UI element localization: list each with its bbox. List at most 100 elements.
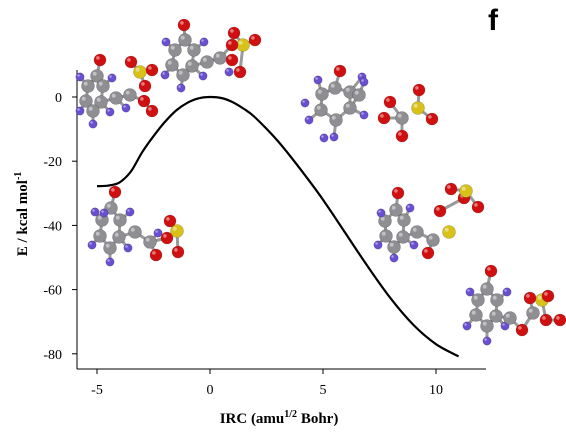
hydrogen-atom <box>329 132 339 142</box>
atom-highlight <box>428 115 432 119</box>
hydrogen-atom <box>121 103 131 113</box>
atom-highlight <box>399 215 404 220</box>
atom-highlight <box>556 316 560 320</box>
atom-highlight <box>492 295 497 300</box>
oxygen-atom <box>553 313 566 327</box>
atom-highlight <box>101 210 104 213</box>
oxygen-atom <box>471 200 485 214</box>
atom-highlight <box>428 235 433 240</box>
oxygen-atom <box>124 55 138 69</box>
atom-highlight <box>141 82 145 86</box>
carbon-atom <box>128 225 142 239</box>
carbon-atom <box>352 88 366 102</box>
atom-highlight <box>317 89 322 94</box>
hydrogen-atom <box>160 70 170 80</box>
atom-highlight <box>115 215 120 220</box>
hydrogen-atom <box>465 287 475 297</box>
hydrogen-atom <box>75 106 85 116</box>
y-axis-label: E / kcal mol-1 <box>13 172 31 257</box>
oxygen-atom <box>412 83 426 97</box>
carbon-atom <box>426 233 440 247</box>
hydrogen-atom <box>304 115 314 125</box>
oxygen-atom <box>444 182 458 196</box>
oxygen-atom <box>137 94 151 108</box>
carbon-atom <box>213 51 227 65</box>
sulfur-atom <box>411 101 425 115</box>
oxygen-atom <box>138 79 152 93</box>
hydrogen-atom <box>300 98 310 108</box>
carbon-atom <box>185 59 199 73</box>
atom-highlight <box>397 113 402 118</box>
oxygen-atom <box>539 313 553 327</box>
x-axis-label: IRC (amu1/2 Bohr) <box>220 409 339 427</box>
atom-highlight <box>461 186 466 191</box>
hydrogen-atom <box>313 75 323 85</box>
atom-highlight <box>127 209 130 212</box>
carbon-atom <box>314 103 328 117</box>
molecule-product-complex <box>462 264 566 346</box>
carbon-atom <box>200 55 214 69</box>
sulfur-atom <box>442 225 456 239</box>
atom-highlight <box>189 45 194 50</box>
oxygen-atom <box>433 204 447 218</box>
hydrogen-atom <box>153 228 163 238</box>
atom-highlight <box>83 81 88 86</box>
y-tick-label: 0 <box>55 91 62 106</box>
hydrogen-atom <box>123 243 133 253</box>
hydrogen-atom <box>373 240 383 250</box>
atom-highlight <box>88 106 93 111</box>
atom-highlight <box>386 98 390 102</box>
atom-highlight <box>178 70 183 75</box>
oxygen-atom <box>383 95 397 109</box>
atom-highlight <box>330 83 335 88</box>
atom-highlight <box>148 66 152 70</box>
hydrogen-atom <box>99 208 109 218</box>
y-tick-label: -80 <box>43 348 62 363</box>
y-tick-label: -20 <box>43 155 62 170</box>
carbon-atom <box>96 79 110 93</box>
oxygen-atom <box>233 65 247 79</box>
atom-highlight <box>145 237 150 242</box>
carbon-atom <box>490 293 504 307</box>
carbon-atom <box>112 230 126 244</box>
atom-highlight <box>407 205 410 208</box>
atom-highlight <box>474 203 478 207</box>
oxygen-atom <box>225 53 239 67</box>
carbon-atom <box>471 293 485 307</box>
atom-highlight <box>394 189 398 193</box>
carbon-atom <box>396 230 410 244</box>
atom-highlight <box>436 207 440 211</box>
carbon-atom <box>143 235 157 249</box>
carbon-atom <box>176 68 190 82</box>
atom-highlight <box>542 316 546 320</box>
atom-highlight <box>111 93 116 98</box>
hydrogen-atom <box>107 73 117 83</box>
atom-highlight <box>180 21 184 25</box>
carbon-atom <box>378 214 392 228</box>
atom-highlight <box>187 61 192 66</box>
hydrogen-atom <box>389 253 399 263</box>
atom-highlight <box>502 323 505 326</box>
atom-highlight <box>447 185 451 189</box>
oxygen-atom <box>145 104 159 118</box>
carbon-atom <box>397 213 411 227</box>
hydrogen-atom <box>502 287 512 297</box>
atom-highlight <box>114 232 119 237</box>
carbon-atom <box>113 213 127 227</box>
hydrogen-atom <box>176 83 186 93</box>
carbon-atom <box>94 95 108 109</box>
atom-highlight <box>125 90 130 95</box>
carbon-atom <box>526 306 540 320</box>
atom-highlight <box>236 68 240 72</box>
carbon-atom <box>90 69 104 83</box>
atom-highlight <box>135 67 140 72</box>
energy-curve <box>96 95 460 358</box>
oxygen-atom <box>395 129 409 143</box>
hydrogen-atom <box>198 71 208 81</box>
carbon-atom <box>79 94 93 108</box>
atom-highlight <box>424 249 428 253</box>
oxygen-atom <box>541 289 555 303</box>
carbon-atom <box>379 229 393 243</box>
y-tick-label: -40 <box>43 219 62 234</box>
